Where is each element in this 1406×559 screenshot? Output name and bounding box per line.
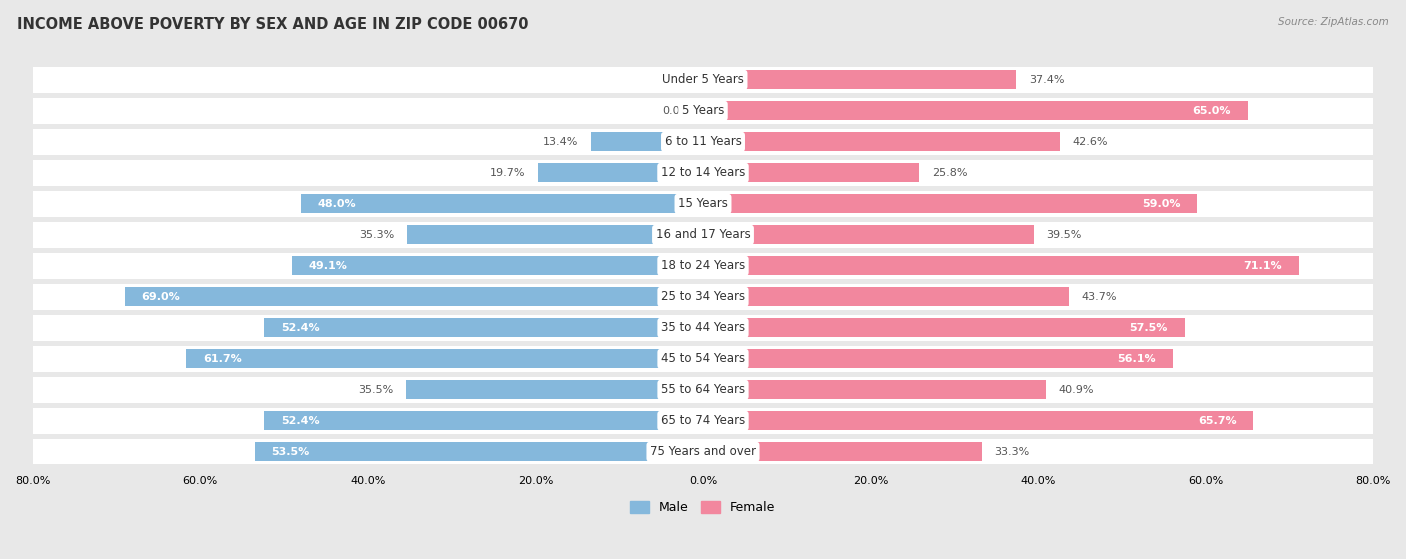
- Text: 55 to 64 Years: 55 to 64 Years: [661, 383, 745, 396]
- Text: 25 to 34 Years: 25 to 34 Years: [661, 290, 745, 304]
- Bar: [291, 256, 703, 276]
- Text: 39.5%: 39.5%: [1046, 230, 1081, 240]
- Text: 12 to 14 Years: 12 to 14 Years: [661, 167, 745, 179]
- Bar: [405, 380, 703, 400]
- Bar: [538, 163, 703, 182]
- Bar: [703, 256, 1299, 276]
- Bar: [264, 411, 703, 430]
- Text: 5 Years: 5 Years: [682, 105, 724, 117]
- Text: 56.1%: 56.1%: [1118, 354, 1156, 364]
- Text: 15 Years: 15 Years: [678, 197, 728, 210]
- Text: 18 to 24 Years: 18 to 24 Years: [661, 259, 745, 272]
- Text: 37.4%: 37.4%: [1029, 75, 1064, 85]
- Text: 49.1%: 49.1%: [308, 261, 347, 271]
- Text: 19.7%: 19.7%: [489, 168, 526, 178]
- Bar: [32, 129, 1374, 154]
- Bar: [264, 318, 703, 338]
- Bar: [703, 442, 981, 461]
- Text: 0.0%: 0.0%: [662, 75, 690, 85]
- Text: INCOME ABOVE POVERTY BY SEX AND AGE IN ZIP CODE 00670: INCOME ABOVE POVERTY BY SEX AND AGE IN Z…: [17, 17, 529, 32]
- Text: 69.0%: 69.0%: [142, 292, 180, 302]
- Bar: [254, 442, 703, 461]
- Text: 52.4%: 52.4%: [281, 416, 319, 426]
- Text: 65 to 74 Years: 65 to 74 Years: [661, 414, 745, 427]
- Text: 48.0%: 48.0%: [318, 199, 356, 209]
- Text: 71.1%: 71.1%: [1243, 261, 1282, 271]
- Text: 0.0%: 0.0%: [662, 106, 690, 116]
- Bar: [703, 349, 1173, 368]
- Text: 40.9%: 40.9%: [1059, 385, 1094, 395]
- Text: 25.8%: 25.8%: [932, 168, 967, 178]
- Bar: [32, 222, 1374, 248]
- Bar: [703, 132, 1060, 151]
- Bar: [703, 163, 920, 182]
- Text: Under 5 Years: Under 5 Years: [662, 73, 744, 87]
- Bar: [703, 287, 1069, 306]
- Bar: [32, 408, 1374, 433]
- Bar: [703, 194, 1198, 214]
- Text: 13.4%: 13.4%: [543, 137, 578, 147]
- Text: 61.7%: 61.7%: [202, 354, 242, 364]
- Bar: [125, 287, 703, 306]
- Bar: [703, 380, 1046, 400]
- Text: 65.0%: 65.0%: [1192, 106, 1230, 116]
- Text: 43.7%: 43.7%: [1081, 292, 1118, 302]
- Text: 53.5%: 53.5%: [271, 447, 309, 457]
- Text: 35 to 44 Years: 35 to 44 Years: [661, 321, 745, 334]
- Text: 59.0%: 59.0%: [1142, 199, 1181, 209]
- Bar: [301, 194, 703, 214]
- Bar: [32, 284, 1374, 310]
- Legend: Male, Female: Male, Female: [626, 496, 780, 519]
- Bar: [32, 346, 1374, 372]
- Bar: [703, 411, 1254, 430]
- Text: 45 to 54 Years: 45 to 54 Years: [661, 352, 745, 366]
- Bar: [32, 253, 1374, 278]
- Text: 33.3%: 33.3%: [994, 447, 1029, 457]
- Text: 16 and 17 Years: 16 and 17 Years: [655, 228, 751, 241]
- Text: 35.5%: 35.5%: [357, 385, 394, 395]
- Bar: [703, 318, 1185, 338]
- Text: 6 to 11 Years: 6 to 11 Years: [665, 135, 741, 148]
- Text: 75 Years and over: 75 Years and over: [650, 446, 756, 458]
- Bar: [408, 225, 703, 244]
- Text: 65.7%: 65.7%: [1198, 416, 1237, 426]
- Text: Source: ZipAtlas.com: Source: ZipAtlas.com: [1278, 17, 1389, 27]
- Bar: [32, 98, 1374, 124]
- Bar: [703, 70, 1017, 89]
- Text: 52.4%: 52.4%: [281, 323, 319, 333]
- Bar: [703, 101, 1247, 121]
- Text: 35.3%: 35.3%: [360, 230, 395, 240]
- Bar: [32, 315, 1374, 340]
- Bar: [186, 349, 703, 368]
- Bar: [32, 439, 1374, 465]
- Bar: [32, 377, 1374, 402]
- Text: 42.6%: 42.6%: [1073, 137, 1108, 147]
- Bar: [703, 225, 1033, 244]
- Text: 57.5%: 57.5%: [1129, 323, 1168, 333]
- Bar: [32, 160, 1374, 186]
- Bar: [32, 191, 1374, 216]
- Bar: [32, 67, 1374, 93]
- Bar: [591, 132, 703, 151]
